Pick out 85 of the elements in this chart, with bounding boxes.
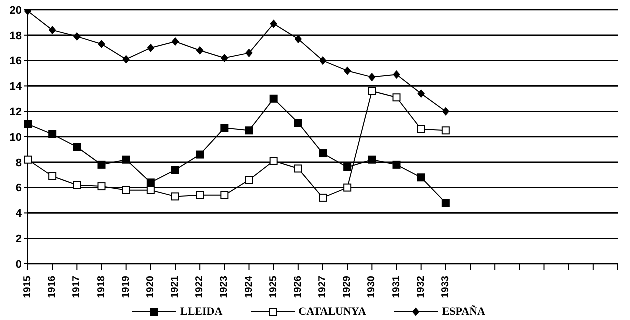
y-tick-label: 16 bbox=[10, 56, 22, 68]
point bbox=[442, 199, 450, 208]
point bbox=[319, 150, 327, 158]
point bbox=[418, 90, 425, 98]
point bbox=[417, 125, 426, 134]
legend-label: CATALUNYA bbox=[298, 306, 366, 318]
point bbox=[344, 66, 352, 75]
point bbox=[220, 191, 229, 200]
x-tick-label: 1932 bbox=[416, 276, 427, 298]
x-tick-label: 1915 bbox=[22, 276, 34, 298]
point bbox=[98, 182, 106, 191]
point bbox=[172, 38, 179, 46]
point bbox=[442, 108, 450, 116]
x-tick-label: 1919 bbox=[120, 276, 132, 298]
x-tick-label: 1917 bbox=[72, 276, 83, 298]
y-tick-label: 8 bbox=[16, 157, 22, 170]
point bbox=[270, 94, 278, 103]
x-tick-label: 1926 bbox=[292, 276, 304, 298]
y-tick-label: 2 bbox=[16, 234, 22, 246]
point bbox=[147, 44, 154, 52]
point bbox=[24, 156, 32, 164]
point bbox=[294, 164, 302, 173]
point bbox=[368, 87, 376, 96]
point bbox=[368, 73, 376, 82]
x-tick-label: 1925 bbox=[268, 276, 280, 298]
point bbox=[172, 166, 180, 174]
point bbox=[393, 70, 400, 79]
x-tick-label: 1930 bbox=[366, 276, 378, 298]
y-tick-label: 18 bbox=[10, 30, 22, 42]
point bbox=[122, 156, 130, 164]
x-tick-label: 1921 bbox=[170, 276, 181, 298]
x-tick-label: 1920 bbox=[145, 276, 156, 298]
x-tick-label: 1918 bbox=[96, 276, 108, 298]
point bbox=[49, 26, 56, 34]
x-tick-label: 1927 bbox=[318, 276, 328, 298]
point bbox=[344, 163, 352, 172]
point bbox=[196, 46, 204, 55]
x-tick-label: 1923 bbox=[219, 276, 230, 298]
point bbox=[122, 56, 130, 64]
x-tick-label: 1929 bbox=[342, 276, 354, 298]
y-tick-label: 6 bbox=[16, 182, 22, 195]
point bbox=[319, 194, 327, 202]
point bbox=[270, 157, 278, 166]
y-tick-label: 20 bbox=[10, 4, 22, 17]
y-tick-label: 0 bbox=[16, 258, 22, 271]
legend-label: LLEIDA bbox=[180, 306, 223, 318]
point bbox=[73, 181, 82, 190]
point bbox=[245, 126, 254, 135]
point bbox=[294, 35, 302, 44]
point bbox=[24, 120, 32, 128]
point bbox=[294, 119, 302, 128]
x-tick-label: 1931 bbox=[391, 276, 402, 298]
legend-label: ESPAÑA bbox=[442, 306, 486, 318]
point bbox=[172, 192, 180, 201]
point bbox=[146, 178, 155, 187]
point bbox=[246, 49, 253, 58]
point bbox=[74, 32, 81, 41]
point bbox=[392, 94, 401, 102]
point bbox=[368, 156, 376, 164]
point bbox=[320, 56, 326, 65]
point bbox=[146, 186, 155, 194]
y-tick-label: 12 bbox=[10, 106, 22, 119]
point bbox=[196, 191, 204, 200]
x-tick-label: 1922 bbox=[194, 276, 206, 298]
point bbox=[417, 174, 426, 182]
point bbox=[221, 54, 228, 62]
point bbox=[48, 172, 57, 180]
point bbox=[48, 130, 57, 138]
point bbox=[442, 126, 450, 135]
point bbox=[73, 143, 82, 152]
y-tick-label: 4 bbox=[16, 208, 23, 220]
x-tick-label: 1924 bbox=[244, 276, 255, 298]
x-tick-label: 1916 bbox=[47, 276, 58, 298]
point bbox=[392, 160, 401, 169]
point bbox=[245, 176, 254, 184]
x-tick-label: 1933 bbox=[440, 276, 452, 298]
point bbox=[220, 124, 229, 132]
point bbox=[344, 184, 352, 192]
point bbox=[98, 160, 106, 169]
point bbox=[122, 186, 130, 194]
y-tick-label: 14 bbox=[10, 81, 23, 94]
point bbox=[196, 150, 204, 159]
point bbox=[270, 20, 278, 28]
y-tick-label: 10 bbox=[10, 132, 22, 144]
point bbox=[98, 40, 106, 48]
